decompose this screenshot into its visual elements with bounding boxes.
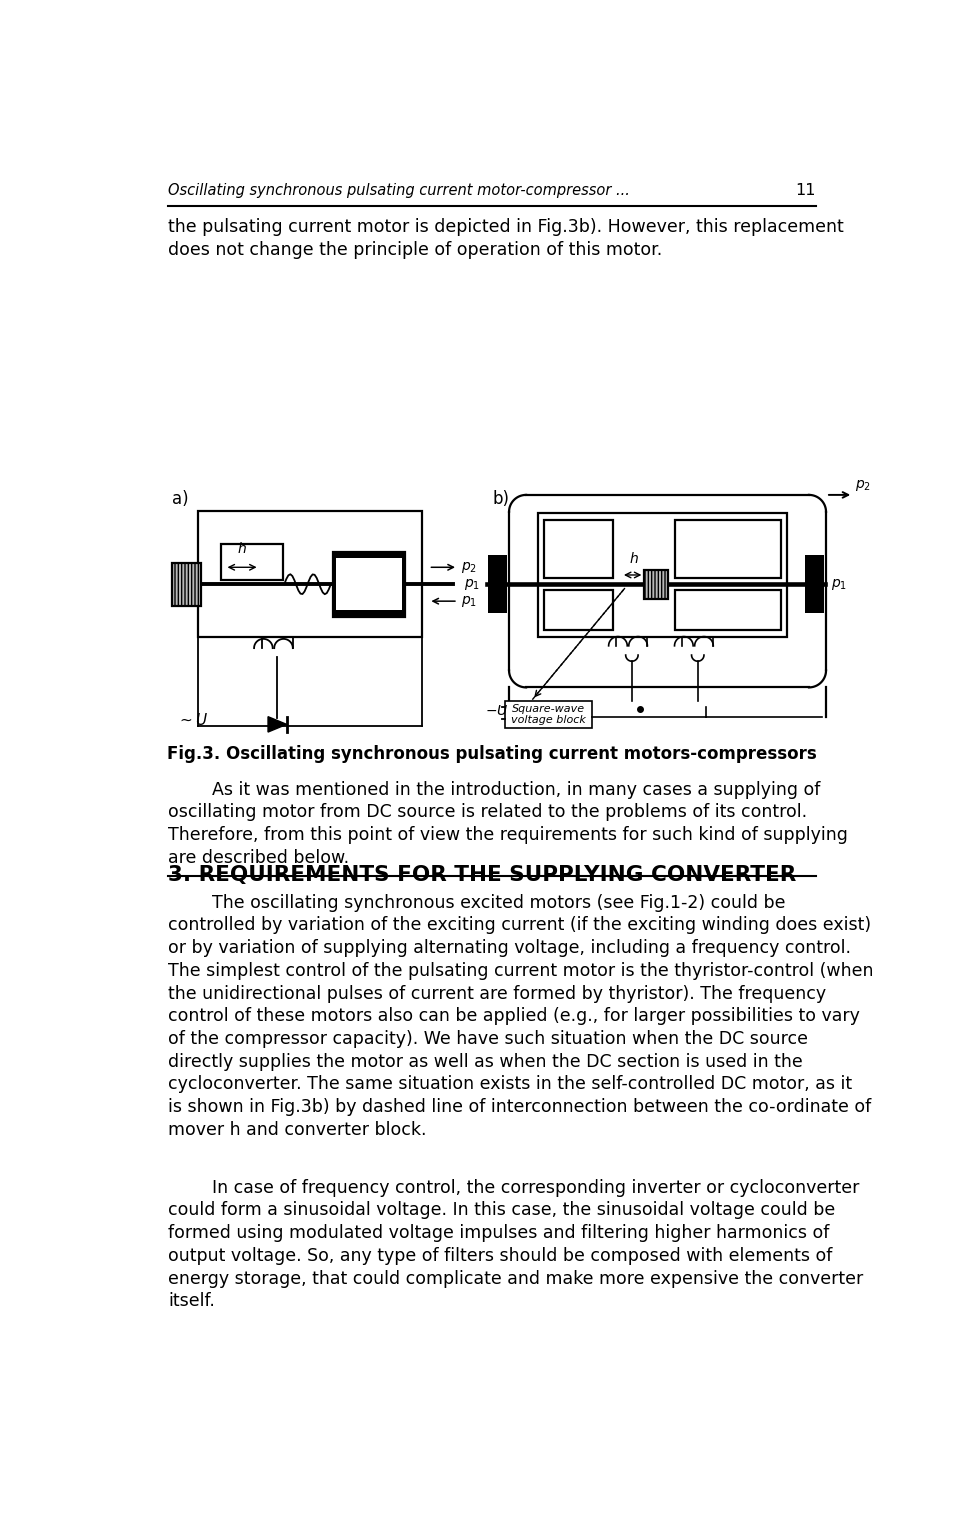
Bar: [544, 519, 613, 579]
Text: the unidirectional pulses of current are formed by thyristor). The frequency: the unidirectional pulses of current are…: [168, 984, 827, 1003]
Text: In case of frequency control, the corresponding inverter or cycloconverter: In case of frequency control, the corres…: [168, 1179, 859, 1197]
Bar: [336, 557, 402, 611]
Bar: [538, 513, 787, 636]
Bar: [544, 591, 613, 630]
Text: b): b): [492, 489, 509, 507]
Bar: [805, 554, 824, 614]
Text: is shown in Fig.3b) by dashed line of interconnection between the co-ordinate of: is shown in Fig.3b) by dashed line of in…: [168, 1098, 872, 1116]
Text: does not change the principle of operation of this motor.: does not change the principle of operati…: [168, 242, 662, 260]
Bar: [675, 519, 781, 579]
Bar: [333, 551, 405, 617]
Text: a): a): [172, 489, 188, 507]
Text: $p_1$: $p_1$: [831, 577, 848, 592]
Text: or by variation of supplying alternating voltage, including a frequency control.: or by variation of supplying alternating…: [168, 939, 852, 957]
Text: The oscillating synchronous excited motors (see Fig.1-2) could be: The oscillating synchronous excited moto…: [168, 893, 785, 911]
Text: energy storage, that could complicate and make more expensive the converter: energy storage, that could complicate an…: [168, 1270, 863, 1288]
Text: controlled by variation of the exciting current (if the exciting winding does ex: controlled by variation of the exciting …: [168, 916, 871, 934]
Text: itself.: itself.: [168, 1293, 215, 1311]
Text: Square-wave: Square-wave: [512, 705, 586, 714]
Bar: [675, 591, 781, 630]
Bar: [198, 510, 422, 636]
Text: 3. REQUIREMENTS FOR THE SUPPLYING CONVERTER: 3. REQUIREMENTS FOR THE SUPPLYING CONVER…: [168, 866, 796, 886]
Bar: [172, 562, 201, 606]
Text: directly supplies the motor as well as when the DC section is used in the: directly supplies the motor as well as w…: [168, 1053, 803, 1071]
Text: $p_1$: $p_1$: [465, 577, 480, 592]
Text: $p_1$: $p_1$: [461, 594, 477, 609]
Text: the pulsating current motor is depicted in Fig.3b). However, this replacement: the pulsating current motor is depicted …: [168, 219, 844, 237]
Text: $-U$: $-U$: [485, 705, 509, 718]
Text: The simplest control of the pulsating current motor is the thyristor-control (wh: The simplest control of the pulsating cu…: [168, 962, 874, 980]
Polygon shape: [268, 717, 287, 732]
Bar: [505, 702, 592, 728]
Text: $p_2$: $p_2$: [854, 478, 871, 494]
Text: formed using modulated voltage impulses and filtering higher harmonics of: formed using modulated voltage impulses …: [168, 1224, 829, 1243]
Text: $p_2$: $p_2$: [461, 561, 477, 574]
Text: cycloconverter. The same situation exists in the self-controlled DC motor, as it: cycloconverter. The same situation exist…: [168, 1075, 852, 1094]
Text: 11: 11: [796, 184, 816, 199]
Text: $\sim U$: $\sim U$: [178, 712, 209, 728]
Text: of the compressor capacity). We have such situation when the DC source: of the compressor capacity). We have suc…: [168, 1030, 808, 1048]
Text: could form a sinusoidal voltage. In this case, the sinusoidal voltage could be: could form a sinusoidal voltage. In this…: [168, 1202, 835, 1220]
Text: Therefore, from this point of view the requirements for such kind of supplying: Therefore, from this point of view the r…: [168, 826, 848, 845]
Bar: [488, 554, 507, 614]
Text: Fig.3. Oscillating synchronous pulsating current motors-compressors: Fig.3. Oscillating synchronous pulsating…: [167, 746, 817, 763]
Text: Oscillating synchronous pulsating current motor-compressor ...: Oscillating synchronous pulsating curren…: [168, 184, 630, 199]
Text: As it was mentioned in the introduction, in many cases a supplying of: As it was mentioned in the introduction,…: [168, 781, 821, 799]
Text: output voltage. So, any type of filters should be composed with elements of: output voltage. So, any type of filters …: [168, 1247, 832, 1265]
Bar: [644, 570, 667, 598]
Text: are described below.: are described below.: [168, 849, 349, 867]
Text: oscillating motor from DC source is related to the problems of its control.: oscillating motor from DC source is rela…: [168, 804, 807, 822]
Text: $h$: $h$: [237, 541, 247, 556]
Text: mover h and converter block.: mover h and converter block.: [168, 1121, 426, 1139]
Text: control of these motors also can be applied (e.g., for larger possibilities to v: control of these motors also can be appl…: [168, 1007, 860, 1025]
Text: $h$: $h$: [629, 551, 638, 565]
Text: voltage block: voltage block: [511, 715, 586, 725]
Bar: [221, 544, 283, 580]
